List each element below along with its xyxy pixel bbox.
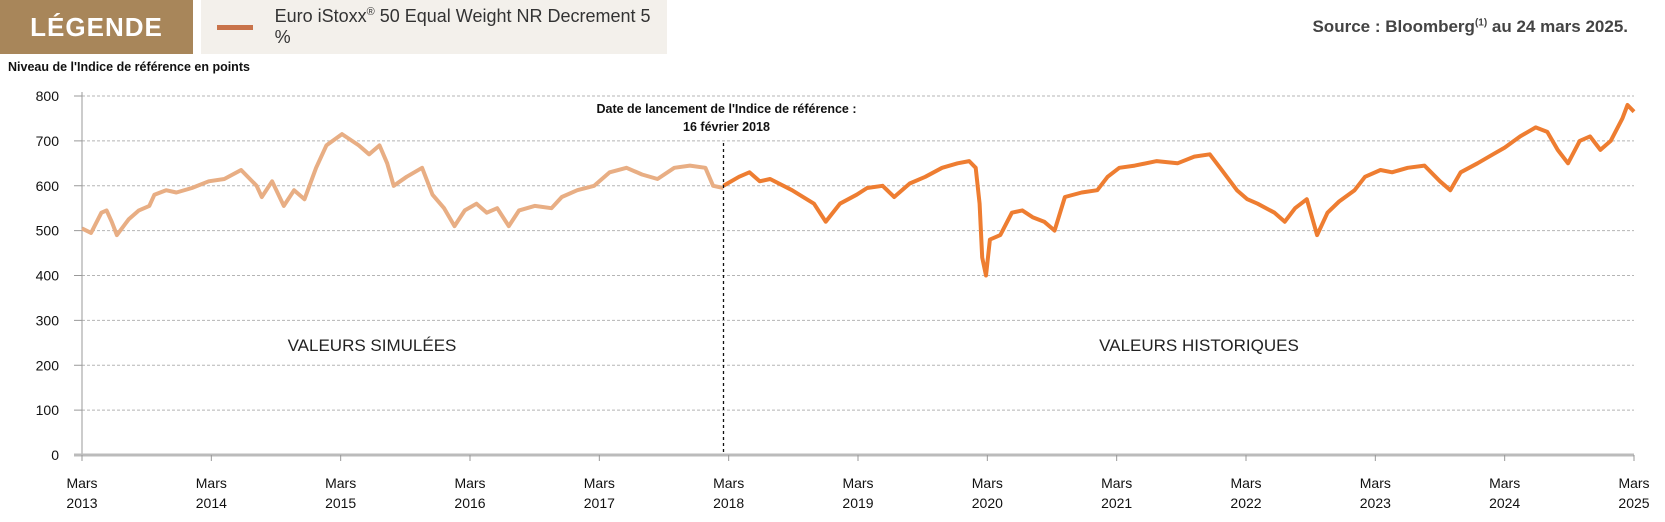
legend-series-label: Euro iStoxx® 50 Equal Weight NR Decremen… (275, 6, 667, 48)
y-tick-label: 0 (51, 447, 59, 463)
x-tick-label-year: 2017 (584, 495, 615, 511)
series-lines (81, 103, 1636, 278)
x-tick-label-month: Mars (972, 475, 1003, 491)
launch-annotation-line1: Date de lancement de l'Indice de référen… (596, 102, 856, 116)
x-tick-label-year: 2024 (1489, 495, 1520, 511)
x-tick-label-month: Mars (1360, 475, 1391, 491)
x-tick-label-month: Mars (842, 475, 873, 491)
legend-title: LÉGENDE (0, 0, 193, 54)
x-tick-label-year: 2013 (66, 495, 97, 511)
legend-label-sup: ® (366, 6, 375, 18)
x-tick-label-month: Mars (584, 475, 615, 491)
x-tick-label-year: 2016 (454, 495, 485, 511)
y-tick-label: 400 (36, 268, 60, 284)
legend-panel: Euro iStoxx® 50 Equal Weight NR Decremen… (201, 0, 667, 54)
x-tick-label-year: 2021 (1101, 495, 1132, 511)
legend-label-main: Euro iStoxx (274, 6, 367, 26)
x-tick-label-month: Mars (1230, 475, 1261, 491)
source-text: Source : Bloomberg (1312, 17, 1475, 36)
y-tick-label: 300 (36, 312, 60, 328)
y-axis-title: Niveau de l'Indice de référence en point… (8, 60, 250, 74)
y-tick-label: 100 (36, 402, 60, 418)
series-line-simulated (81, 132, 724, 238)
y-tick-label: 600 (36, 178, 60, 194)
x-tick-label-year: 2018 (713, 495, 744, 511)
x-tick-label-month: Mars (66, 475, 97, 491)
axes: 0 100 200 300 400 500 600 700 800 Mars 2013 Mars 201… (36, 88, 1650, 511)
x-tick-label-month: Mars (454, 475, 485, 491)
x-tick-label-year: 2025 (1618, 495, 1649, 511)
legend-label-rest: 50 Equal Weight NR Decrement 5 % (274, 6, 651, 47)
x-tick-label-year: 2014 (196, 495, 227, 511)
x-tick-label-month: Mars (1489, 475, 1520, 491)
y-tick-label: 700 (36, 133, 60, 149)
region-label-historical: VALEURS HISTORIQUES (1099, 336, 1299, 355)
x-tick-label-month: Mars (325, 475, 356, 491)
x-tick-label-year: 2019 (842, 495, 873, 511)
x-tick-label-month: Mars (713, 475, 744, 491)
x-tick-label-year: 2022 (1230, 495, 1261, 511)
x-tick-label-year: 2015 (325, 495, 356, 511)
x-tick-label-year: 2020 (972, 495, 1003, 511)
x-tick-label-month: Mars (1618, 475, 1649, 491)
launch-annotation-line2: 16 février 2018 (683, 120, 770, 134)
y-tick-label: 800 (36, 88, 60, 104)
grid-lines (82, 95, 1634, 411)
source-note: Source : Bloomberg(1) au 24 mars 2025. (1312, 17, 1628, 37)
region-label-simulated: VALEURS SIMULÉES (288, 336, 457, 355)
x-tick-label-month: Mars (196, 475, 227, 491)
x-tick-label-year: 2023 (1360, 495, 1391, 511)
series-line-historical (722, 103, 1636, 278)
legend-line-swatch (217, 24, 253, 30)
x-tick-label-month: Mars (1101, 475, 1132, 491)
y-tick-label: 500 (36, 223, 60, 239)
y-tick-label: 200 (36, 357, 60, 373)
source-date: au 24 mars 2025. (1487, 17, 1628, 36)
source-footnote: (1) (1474, 17, 1488, 29)
